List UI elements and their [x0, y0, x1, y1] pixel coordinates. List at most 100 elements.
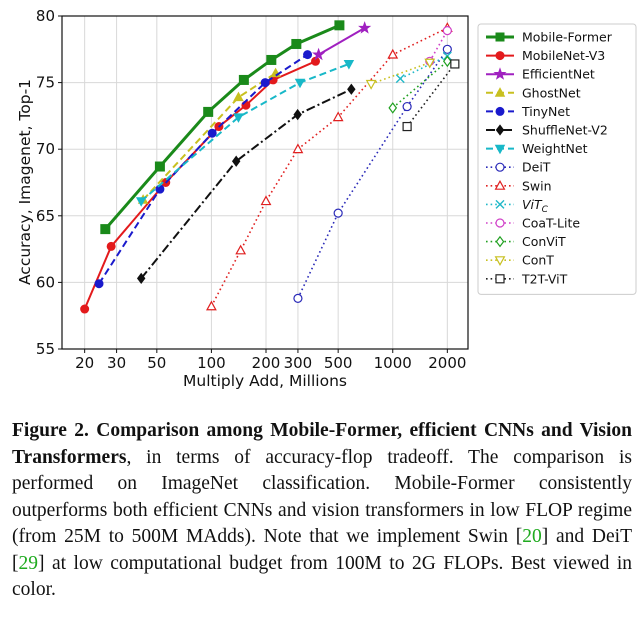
legend-item: ConViT — [486, 234, 566, 249]
legend-item: ViTC — [486, 197, 549, 215]
legend-label: ConT — [522, 253, 554, 268]
legend-label: ViTC — [522, 197, 549, 215]
legend-label: DeiT — [522, 160, 551, 175]
data-point — [231, 155, 241, 167]
series-t2t-vit — [402, 59, 460, 132]
data-point — [495, 32, 505, 42]
series-mobile-former — [100, 20, 345, 235]
series-line — [318, 27, 366, 56]
legend-item: CoaT-Lite — [486, 216, 580, 231]
legend-item: Swin — [486, 178, 552, 193]
data-point — [495, 218, 505, 228]
series-shufflenet-v2 — [136, 83, 356, 285]
data-point — [494, 256, 506, 267]
series-layer — [80, 20, 460, 314]
legend-item: WeightNet — [486, 141, 588, 156]
data-point — [294, 78, 306, 89]
caption-text-3: ] at low computational budget from 100M … — [12, 552, 632, 601]
legend-label: T2T-ViT — [521, 271, 568, 286]
data-point — [260, 195, 272, 206]
data-point — [303, 50, 313, 60]
legend-item: MobileNet-V3 — [486, 48, 605, 63]
series-weightnet — [135, 60, 355, 207]
x-tick-label: 30 — [107, 354, 126, 372]
legend-label: Mobile-Former — [522, 30, 613, 45]
data-point — [136, 272, 146, 285]
series-convit — [388, 55, 452, 114]
data-point — [495, 106, 505, 116]
data-point — [233, 113, 244, 123]
data-point — [292, 143, 304, 154]
legend-box — [477, 23, 637, 295]
series-line — [140, 88, 352, 280]
y-tick-label: 75 — [36, 74, 55, 92]
y-axis-label: Accuracy, Imagenet, Top-1 — [16, 79, 34, 285]
data-point — [494, 179, 506, 190]
series-line — [297, 48, 448, 299]
caption-ref-swin[interactable]: 20 — [522, 526, 542, 547]
data-point — [266, 54, 277, 65]
series-line — [140, 63, 350, 202]
series-line — [392, 60, 448, 109]
x-tick-label: 300 — [284, 354, 313, 372]
x-tick-label: 20 — [75, 354, 94, 372]
data-point — [100, 224, 111, 235]
data-point — [155, 184, 165, 194]
data-point — [293, 293, 303, 303]
data-point — [495, 235, 505, 248]
data-point — [450, 59, 460, 69]
x-tick-label: 50 — [147, 354, 166, 372]
y-tick-label: 70 — [36, 140, 55, 158]
x-tick-label: 200 — [252, 354, 281, 372]
legend-item: TinyNet — [486, 104, 570, 119]
data-point — [154, 161, 165, 172]
data-point — [494, 144, 506, 155]
data-point — [495, 51, 505, 61]
legend-label: GhostNet — [522, 85, 581, 100]
caption-ref-deit[interactable]: 29 — [18, 552, 39, 574]
x-tick-label: 100 — [197, 354, 226, 372]
data-point — [495, 124, 505, 136]
legend-label: ShuffleNet-V2 — [522, 123, 608, 138]
figure-caption: Figure 2. Comparison among Mobile-Former… — [12, 418, 632, 604]
series-deit — [293, 44, 452, 303]
data-point — [203, 106, 214, 117]
data-point — [347, 83, 356, 95]
y-tick-label: 80 — [36, 7, 55, 25]
legend-item: DeiT — [486, 160, 551, 175]
data-point — [106, 241, 116, 251]
series-vit — [395, 51, 452, 84]
series-line — [370, 61, 431, 85]
data-point — [494, 87, 506, 97]
legend-item: Mobile-Former — [486, 30, 613, 45]
series-tinynet — [94, 50, 313, 289]
legend-item: GhostNet — [486, 85, 581, 100]
data-point — [395, 74, 405, 84]
x-axis-label: Multiply Add, Millions — [183, 372, 347, 390]
series-efficientnet — [312, 21, 372, 61]
data-point — [442, 55, 452, 68]
plot-frame — [61, 15, 469, 350]
legend-label: Swin — [522, 178, 552, 193]
y-tick-label: 60 — [36, 273, 55, 291]
data-point — [365, 79, 377, 90]
series-line — [406, 63, 456, 128]
data-point — [333, 208, 343, 218]
data-point — [205, 300, 217, 311]
data-point — [358, 21, 372, 34]
data-point — [233, 91, 244, 102]
legend-label: WeightNet — [522, 141, 588, 156]
data-point — [291, 38, 302, 49]
data-point — [493, 67, 507, 80]
data-point — [387, 48, 399, 59]
data-point — [293, 108, 302, 121]
legend-label: ConViT — [522, 234, 566, 249]
x-tick-label: 1000 — [374, 354, 412, 372]
data-point — [334, 20, 345, 31]
data-point — [495, 199, 505, 209]
data-point — [207, 128, 217, 138]
y-tick-label: 55 — [36, 340, 55, 358]
data-point — [495, 162, 505, 172]
series-line — [429, 30, 449, 62]
legend-label: MobileNet-V3 — [522, 48, 605, 63]
